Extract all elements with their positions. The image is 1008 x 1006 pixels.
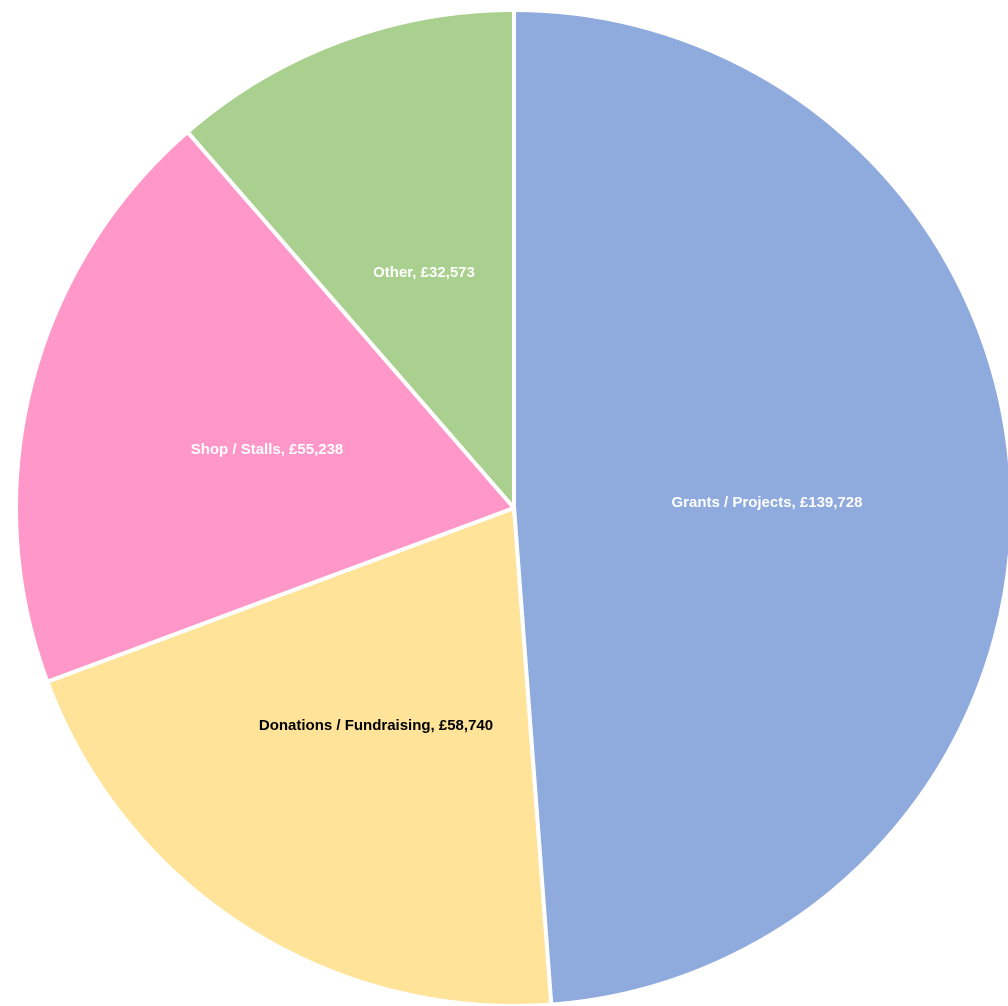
slice-label-grants-projects: Grants / Projects, £139,728 <box>672 494 863 511</box>
slice-label-donations-fundraising: Donations / Fundraising, £58,740 <box>259 717 493 734</box>
slice-label-other: Other, £32,573 <box>373 264 475 281</box>
pie-slice-donations-fundraising <box>45 506 554 1006</box>
pie-slice-shop-stalls <box>14 129 516 684</box>
slices-layer <box>14 8 1008 1006</box>
pie-slice-grants-projects <box>512 8 1008 1006</box>
pie-slice-other <box>185 8 516 510</box>
slice-label-shop-stalls: Shop / Stalls, £55,238 <box>191 441 344 458</box>
labels-layer: Grants / Projects, £139,728 Donations / F… <box>191 264 863 734</box>
